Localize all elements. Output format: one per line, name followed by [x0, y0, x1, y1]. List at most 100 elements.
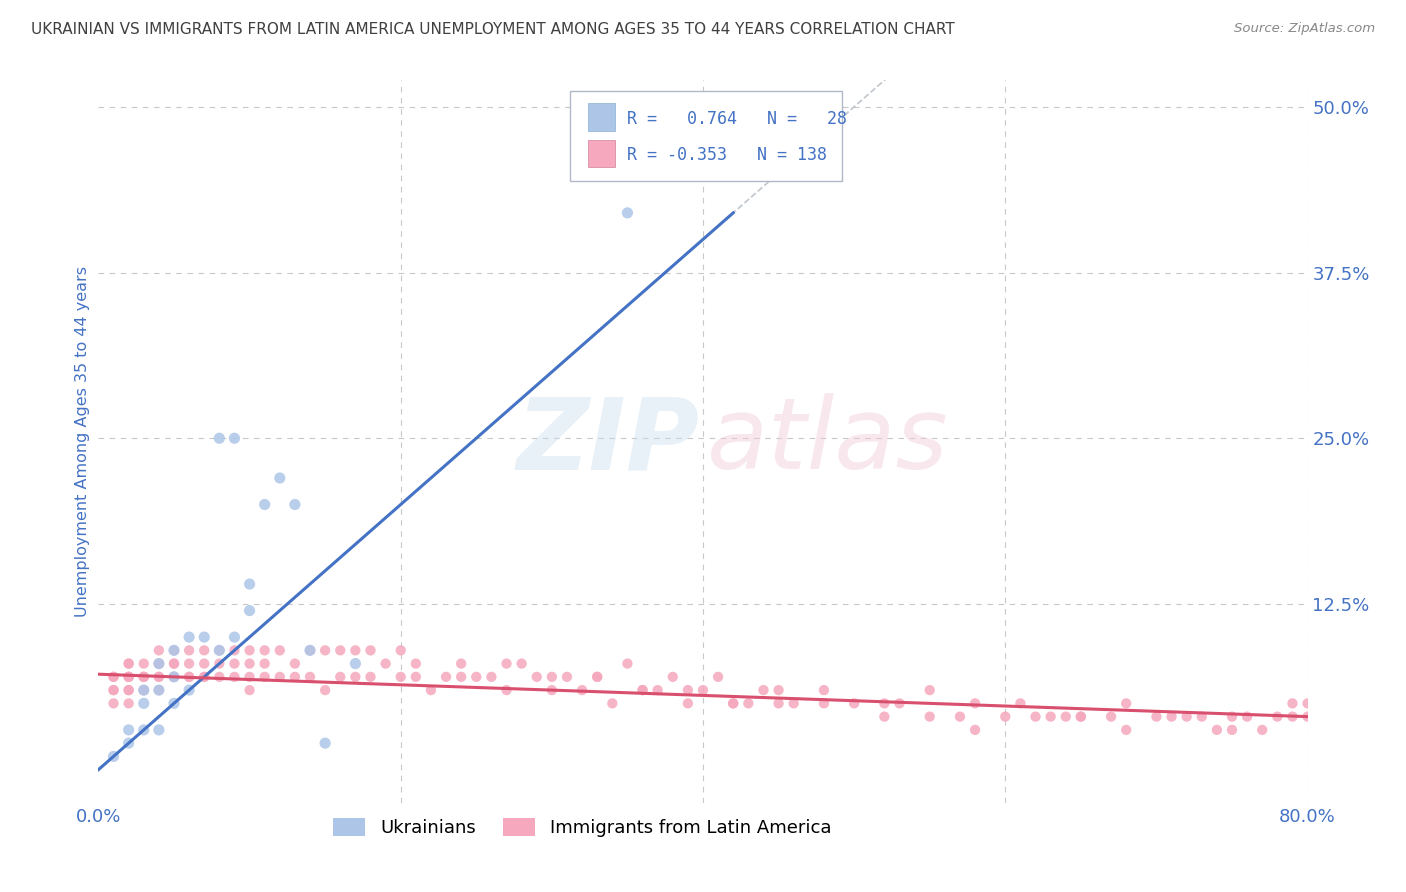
Point	[420, 683, 443, 698]
Point	[163, 657, 186, 671]
Point	[994, 709, 1017, 723]
Point	[132, 683, 155, 698]
Point	[1115, 697, 1137, 711]
Text: ZIP: ZIP	[516, 393, 699, 490]
Point	[813, 697, 835, 711]
Point	[723, 697, 745, 711]
Point	[873, 697, 896, 711]
Point	[889, 697, 911, 711]
Point	[873, 709, 896, 723]
Point	[118, 683, 141, 698]
Point	[1160, 709, 1182, 723]
Point	[179, 657, 201, 671]
Point	[208, 643, 231, 657]
Point	[253, 670, 276, 684]
Point	[918, 709, 941, 723]
Point	[148, 657, 170, 671]
Point	[148, 670, 170, 684]
Point	[269, 471, 291, 485]
Point	[1281, 709, 1303, 723]
Point	[118, 736, 141, 750]
Point	[344, 670, 367, 684]
Point	[208, 643, 231, 657]
Point	[103, 697, 125, 711]
Point	[405, 670, 427, 684]
Point	[1296, 697, 1319, 711]
Point	[1070, 709, 1092, 723]
Point	[918, 683, 941, 698]
Text: UKRAINIAN VS IMMIGRANTS FROM LATIN AMERICA UNEMPLOYMENT AMONG AGES 35 TO 44 YEAR: UKRAINIAN VS IMMIGRANTS FROM LATIN AMERI…	[31, 22, 955, 37]
Point	[118, 723, 141, 737]
Text: atlas: atlas	[707, 393, 948, 490]
Point	[616, 206, 638, 220]
Point	[148, 670, 170, 684]
Point	[631, 683, 654, 698]
Point	[692, 683, 714, 698]
Point	[647, 683, 669, 698]
Point	[163, 643, 186, 657]
FancyBboxPatch shape	[588, 139, 614, 167]
Point	[1220, 723, 1243, 737]
Point	[163, 670, 186, 684]
Point	[1281, 697, 1303, 711]
Point	[118, 697, 141, 711]
Point	[163, 643, 186, 657]
Point	[676, 697, 699, 711]
Point	[540, 670, 562, 684]
Point	[179, 683, 201, 698]
Point	[163, 697, 186, 711]
Point	[253, 498, 276, 512]
Point	[540, 683, 562, 698]
Point	[132, 670, 155, 684]
Point	[768, 683, 790, 698]
Point	[965, 723, 987, 737]
Point	[1054, 709, 1077, 723]
Point	[163, 657, 186, 671]
Point	[752, 683, 775, 698]
Point	[163, 670, 186, 684]
Point	[1039, 709, 1062, 723]
Point	[224, 657, 246, 671]
Point	[284, 657, 307, 671]
Point	[661, 670, 683, 684]
Point	[602, 697, 624, 711]
Point	[555, 670, 578, 684]
Point	[239, 657, 262, 671]
Point	[1267, 709, 1289, 723]
Point	[344, 657, 367, 671]
Point	[299, 643, 322, 657]
Point	[179, 643, 201, 657]
Point	[510, 657, 533, 671]
Point	[465, 670, 488, 684]
Point	[329, 643, 352, 657]
Point	[148, 683, 170, 698]
Point	[132, 683, 155, 698]
Point	[103, 683, 125, 698]
Point	[239, 643, 262, 657]
Point	[269, 670, 291, 684]
Point	[1220, 709, 1243, 723]
Point	[163, 670, 186, 684]
Point	[434, 670, 457, 684]
Point	[389, 643, 412, 657]
Point	[208, 431, 231, 445]
Point	[1296, 709, 1319, 723]
Point	[1175, 709, 1198, 723]
Point	[1206, 723, 1229, 737]
Point	[118, 657, 141, 671]
Point	[949, 709, 972, 723]
Point	[239, 683, 262, 698]
Point	[132, 683, 155, 698]
Point	[239, 577, 262, 591]
Point	[389, 670, 412, 684]
Point	[239, 670, 262, 684]
Point	[132, 697, 155, 711]
Point	[239, 603, 262, 617]
Point	[631, 683, 654, 698]
Point	[103, 670, 125, 684]
Point	[118, 670, 141, 684]
Point	[208, 657, 231, 671]
FancyBboxPatch shape	[569, 91, 842, 181]
Point	[1115, 723, 1137, 737]
Point	[314, 683, 336, 698]
